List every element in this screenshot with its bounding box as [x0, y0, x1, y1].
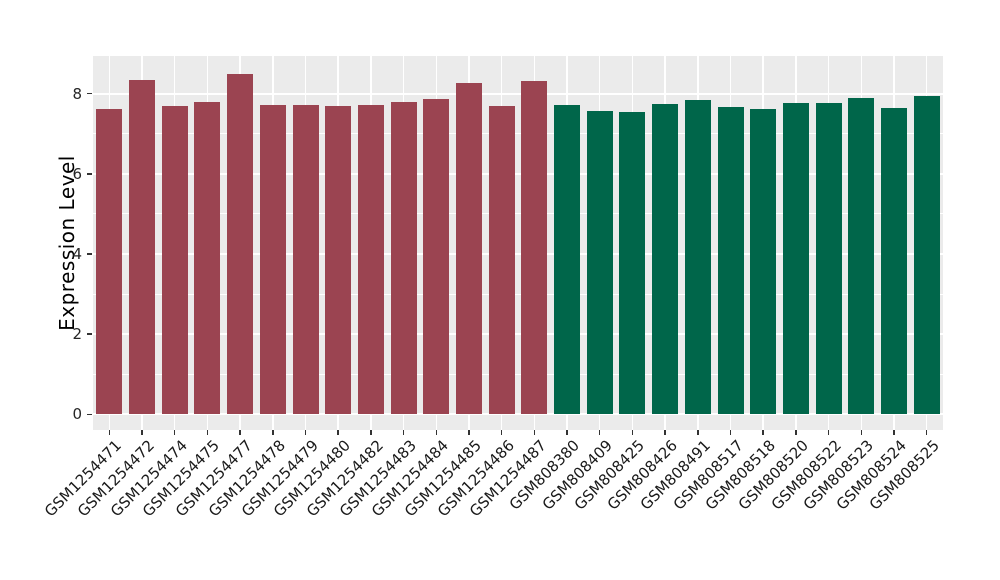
x-tick-mark [697, 430, 699, 435]
bar-GSM808491 [684, 99, 711, 415]
y-axis-title: Expression Level [55, 155, 79, 331]
x-tick-mark [533, 430, 536, 435]
bar-GSM808409 [586, 110, 613, 415]
x-tick-mark [795, 430, 797, 435]
y-tick-mark [87, 173, 92, 175]
bar-GSM1254471 [96, 108, 123, 415]
y-minor-gridline [93, 293, 943, 295]
bar-GSM1254475 [194, 102, 221, 415]
y-tick-label: 0 [72, 405, 82, 424]
bar-GSM1254477 [227, 74, 254, 415]
x-tick-mark [206, 430, 209, 435]
x-tick-mark [664, 430, 666, 435]
x-tick-mark [631, 430, 634, 435]
x-tick-mark [762, 430, 764, 435]
y-major-gridline [93, 92, 943, 95]
bar-GSM808523 [848, 97, 875, 415]
y-minor-gridline [93, 133, 943, 135]
bar-GSM1254484 [423, 98, 450, 415]
x-tick-mark [304, 430, 307, 435]
bar-GSM1254483 [390, 102, 417, 415]
bar-GSM1254472 [129, 80, 156, 415]
x-tick-mark [435, 430, 438, 435]
x-tick-mark [925, 430, 928, 435]
x-tick-mark [860, 430, 863, 435]
y-major-gridline [93, 172, 943, 175]
bar-GSM1254479 [292, 104, 319, 415]
bar-GSM1254486 [488, 106, 515, 415]
x-tick-mark [173, 430, 176, 435]
bar-GSM808517 [717, 107, 744, 415]
x-tick-mark [108, 430, 111, 435]
bar-GSM808522 [815, 103, 842, 415]
y-major-gridline [93, 253, 943, 256]
bar-GSM808524 [880, 107, 907, 415]
bar-GSM808426 [652, 104, 679, 415]
x-tick-mark [468, 430, 470, 435]
bar-GSM808525 [913, 96, 940, 415]
bar-GSM1254487 [521, 81, 548, 415]
bar-GSM808518 [750, 109, 777, 415]
bar-GSM1254485 [455, 82, 482, 415]
y-tick-mark [87, 92, 92, 95]
x-tick-mark [402, 430, 405, 435]
y-minor-gridline [93, 213, 943, 215]
y-tick-label: 8 [72, 84, 82, 103]
bar-GSM1254478 [259, 104, 286, 415]
x-tick-mark [598, 430, 601, 435]
y-major-gridline [93, 413, 943, 416]
y-tick-mark [87, 413, 92, 416]
y-major-gridline [93, 333, 943, 336]
x-tick-mark [566, 430, 568, 435]
bar-GSM1254474 [161, 106, 188, 415]
y-minor-gridline [93, 373, 943, 375]
x-tick-mark [893, 430, 895, 435]
x-tick-mark [272, 430, 274, 435]
y-tick-mark [87, 253, 92, 255]
chart-panel [93, 56, 943, 430]
bar-GSM808425 [619, 111, 646, 415]
x-tick-mark [239, 430, 241, 435]
x-tick-mark [141, 430, 143, 435]
y-tick-mark [87, 333, 92, 335]
bar-GSM1254482 [357, 105, 384, 415]
bar-GSM808380 [554, 105, 581, 415]
x-tick-mark [500, 430, 503, 435]
bar-GSM808520 [782, 103, 809, 415]
x-tick-mark [337, 430, 339, 435]
bar-GSM1254480 [325, 106, 352, 415]
y-tick-label: 4 [72, 245, 82, 264]
x-tick-mark [827, 430, 830, 435]
x-tick-mark [729, 430, 732, 435]
y-tick-label: 2 [72, 325, 82, 344]
x-tick-mark [370, 430, 372, 435]
y-tick-label: 6 [72, 164, 82, 183]
